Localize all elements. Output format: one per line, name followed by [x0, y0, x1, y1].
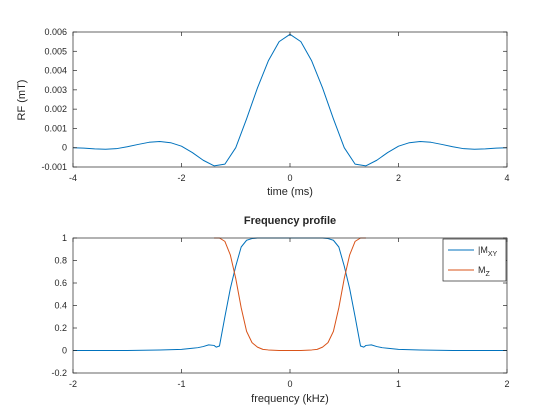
freq-xtick-label: -1	[177, 379, 185, 389]
rf-ytick-label: 0.002	[44, 104, 67, 114]
rf-xlabel: time (ms)	[267, 186, 313, 198]
rf-ylabel: RF (mT)	[16, 80, 28, 121]
rf-ytick-label: 0	[62, 143, 67, 153]
rf-ticks: -4 -2 0 2 4 -0.001 0 0.001 0.002 0.003 0.004 0.005 0…	[41, 27, 509, 183]
freq-series-1-line	[214, 237, 366, 351]
rf-xtick-label: -4	[69, 173, 77, 183]
freq-ytick-label: -0.2	[51, 368, 67, 378]
freq-xtick-label: 1	[396, 379, 401, 389]
freq-xtick-label: 0	[287, 379, 292, 389]
freq-legend: |MXY MZ	[442, 238, 507, 282]
rf-ytick-label: 0.006	[44, 27, 67, 37]
freq-ytick-label: 0.4	[54, 301, 67, 311]
rf-ytick-label: 0.005	[44, 46, 67, 56]
rf-axes: -4 -2 0 2 4 -0.001 0 0.001 0.002 0.003 0.004 0.005 0…	[16, 27, 510, 198]
rf-xtick-label: 4	[504, 173, 509, 183]
freq-xtick-label: 2	[504, 379, 509, 389]
rf-ytick-label: 0.003	[44, 85, 67, 95]
freq-xlabel: frequency (kHz)	[251, 393, 329, 405]
freq-axes: Frequency profile -2 -1 0 1 2 -0.2 0 0.2 0.4 0.6 0…	[51, 215, 509, 405]
rf-xtick-label: 0	[287, 173, 292, 183]
freq-xtick-label: -2	[69, 379, 77, 389]
freq-ytick-label: 0.2	[54, 323, 67, 333]
rf-ytick-label: 0.001	[44, 123, 67, 133]
rf-ytick-label: 0.004	[44, 66, 67, 76]
rf-ytick-label: -0.001	[41, 162, 67, 172]
freq-ytick-label: 0.8	[54, 256, 67, 266]
legend-box	[442, 238, 507, 282]
freq-title: Frequency profile	[244, 215, 336, 227]
rf-xtick-label: -2	[177, 173, 185, 183]
freq-ytick-label: 0	[62, 346, 67, 356]
freq-ytick-label: 1	[62, 233, 67, 243]
freq-ticks: -2 -1 0 1 2 -0.2 0 0.2 0.4 0.6 0.8 1	[51, 233, 509, 389]
legend-label-mxy: |MXY	[478, 245, 498, 258]
legend-label-mz: MZ	[478, 265, 491, 278]
freq-ytick-label: 0.6	[54, 278, 67, 288]
rf-xtick-label: 2	[396, 173, 401, 183]
